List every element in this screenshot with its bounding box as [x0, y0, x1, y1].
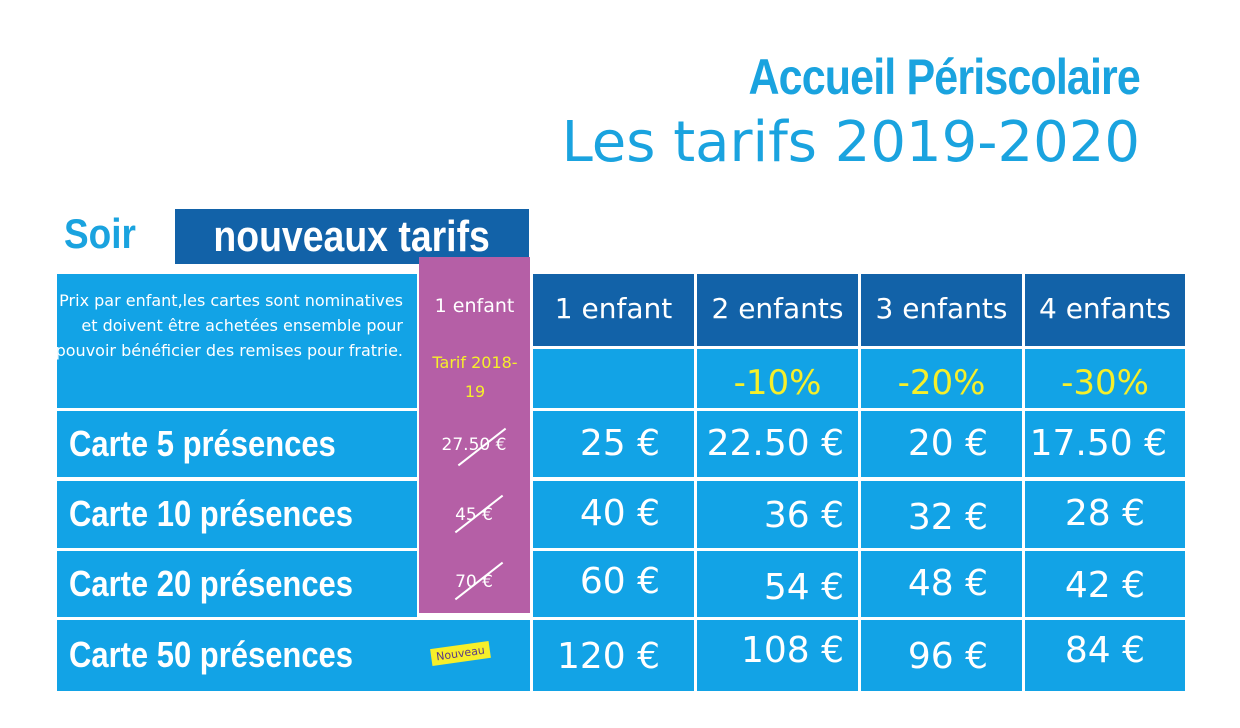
price-r2-c2: 36 € — [697, 481, 858, 548]
title-tarifs: Les tarifs 2019-2020 — [561, 110, 1140, 175]
discount-1 — [533, 349, 694, 408]
row-label-cell-2: Carte 10 présences — [57, 481, 417, 548]
price-r4-c3: 96 € — [861, 620, 1022, 691]
title-accueil: Accueil Périscolaire — [748, 49, 1140, 105]
new-rates-banner: nouveaux tarifs — [175, 209, 529, 264]
price-r2-c4: 28 € — [1025, 481, 1185, 548]
price-r4-c4: 84 € — [1025, 620, 1185, 691]
new-rates-text: nouveaux tarifs — [213, 212, 491, 261]
price-r1-c3: 20 € — [861, 411, 1022, 477]
row-label-cell-3: Carte 20 présences — [57, 551, 417, 617]
price-r3-c2: 54 € — [697, 551, 858, 617]
price-r3-c1: 60 € — [533, 551, 694, 617]
intro-cell: Prix par enfant,les cartes sont nominati… — [56, 274, 417, 408]
col-header-1: 1 enfant — [533, 274, 694, 346]
row-label: Carte 5 présences — [69, 423, 336, 464]
old-col-header: 1 enfant — [434, 295, 515, 317]
row-label: Carte 10 présences — [69, 493, 353, 534]
discount-3: -20% — [861, 349, 1022, 408]
discount-2: -10% — [697, 349, 858, 408]
section-label-soir: Soir — [64, 210, 136, 257]
col-header-4: 4 enfants — [1025, 274, 1185, 346]
price-r4-c1: 120 € — [533, 620, 694, 691]
price-r4-c2: 108 € — [697, 620, 858, 691]
price-r1-c2: 22.50 € — [697, 411, 858, 477]
col-header-2: 2 enfants — [697, 274, 858, 346]
price-r3-c3: 48 € — [861, 551, 1022, 617]
old-price-column: 1 enfant Tarif 2018-19 — [419, 257, 530, 613]
price-r2-c1: 40 € — [533, 481, 694, 548]
row-label: Carte 50 présences — [69, 634, 353, 675]
price-r1-c4: 17.50 € — [1025, 411, 1185, 477]
discount-4: -30% — [1025, 349, 1185, 408]
row-label: Carte 20 présences — [69, 563, 353, 604]
price-r1-c1: 25 € — [533, 411, 694, 477]
old-col-sub: Tarif 2018-19 — [432, 353, 518, 401]
col-header-3: 3 enfants — [861, 274, 1022, 346]
row-label-cell-1: Carte 5 présences — [57, 411, 417, 477]
price-r2-c3: 32 € — [861, 481, 1022, 548]
price-r3-c4: 42 € — [1025, 551, 1185, 617]
intro-text: Prix par enfant,les cartes sont nominati… — [55, 291, 403, 360]
